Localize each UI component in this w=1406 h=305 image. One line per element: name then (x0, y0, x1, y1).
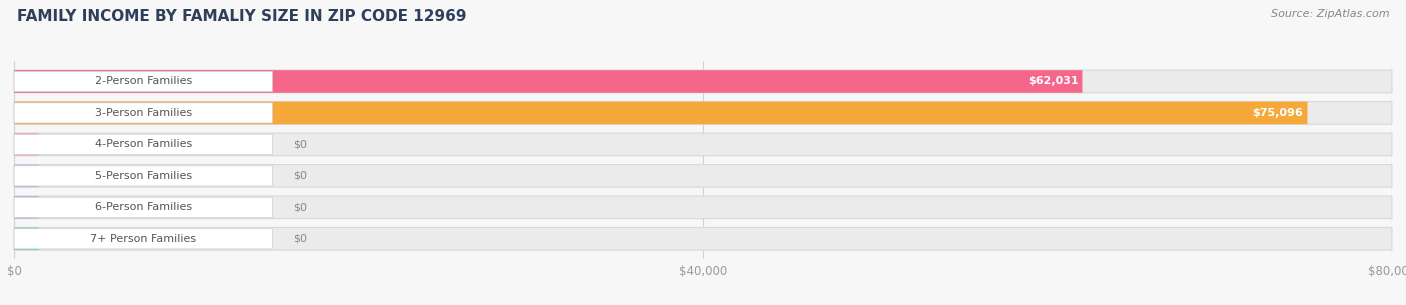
FancyBboxPatch shape (14, 70, 1083, 93)
Text: FAMILY INCOME BY FAMALIY SIZE IN ZIP CODE 12969: FAMILY INCOME BY FAMALIY SIZE IN ZIP COD… (17, 9, 467, 24)
Text: 3-Person Families: 3-Person Families (94, 108, 191, 118)
FancyBboxPatch shape (14, 102, 1392, 124)
Text: Source: ZipAtlas.com: Source: ZipAtlas.com (1271, 9, 1389, 19)
FancyBboxPatch shape (14, 70, 1392, 93)
FancyBboxPatch shape (14, 228, 39, 250)
FancyBboxPatch shape (14, 197, 273, 217)
Text: $75,096: $75,096 (1253, 108, 1303, 118)
FancyBboxPatch shape (14, 102, 1308, 124)
Text: $0: $0 (292, 202, 307, 212)
FancyBboxPatch shape (14, 164, 39, 187)
Text: 2-Person Families: 2-Person Families (94, 77, 191, 86)
FancyBboxPatch shape (14, 228, 1392, 250)
Text: $62,031: $62,031 (1028, 77, 1078, 86)
FancyBboxPatch shape (14, 196, 39, 219)
FancyBboxPatch shape (14, 164, 1392, 187)
Text: 4-Person Families: 4-Person Families (94, 139, 191, 149)
FancyBboxPatch shape (14, 134, 273, 154)
Text: $0: $0 (292, 234, 307, 244)
Text: $0: $0 (292, 139, 307, 149)
FancyBboxPatch shape (14, 133, 39, 156)
Text: 7+ Person Families: 7+ Person Families (90, 234, 197, 244)
FancyBboxPatch shape (14, 166, 273, 186)
Text: 5-Person Families: 5-Person Families (94, 171, 191, 181)
FancyBboxPatch shape (14, 71, 273, 92)
FancyBboxPatch shape (14, 133, 1392, 156)
FancyBboxPatch shape (14, 196, 1392, 219)
FancyBboxPatch shape (14, 229, 273, 249)
FancyBboxPatch shape (14, 103, 273, 123)
Text: 6-Person Families: 6-Person Families (94, 202, 191, 212)
Text: $0: $0 (292, 171, 307, 181)
